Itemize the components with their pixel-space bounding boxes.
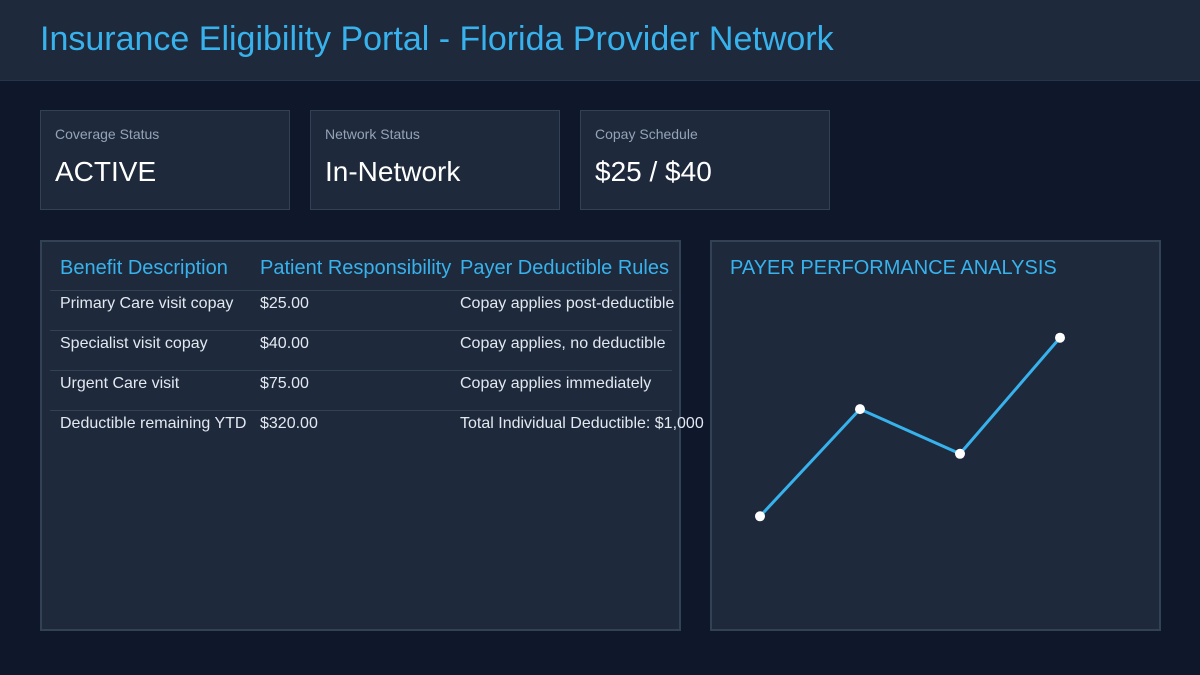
line-chart: [755, 332, 1065, 522]
table-cell: $40.00: [260, 335, 309, 352]
copay-schedule-card: Copay Schedule $25 / $40: [580, 110, 830, 210]
app-header: Insurance Eligibility Portal - Florida P…: [0, 0, 1200, 81]
network-status-value: In-Network: [325, 156, 461, 187]
table-cell: Urgent Care visit: [60, 375, 180, 392]
coverage-status-value: ACTIVE: [55, 156, 157, 187]
network-status-label: Network Status: [325, 126, 420, 142]
coverage-status-card: Coverage Status ACTIVE: [40, 110, 290, 210]
network-status-card: Network Status In-Network: [310, 110, 560, 210]
page-title: Insurance Eligibility Portal - Florida P…: [40, 20, 834, 58]
chart-title: PAYER PERFORMANCE ANALYSIS: [730, 257, 1057, 279]
series-line: [758, 336, 1062, 518]
table-row: Deductible remaining YTD $320.00 Total I…: [50, 410, 704, 451]
data-point-3: [955, 448, 965, 459]
table-cell: $25.00: [260, 295, 309, 312]
header-payer-deductible-rules: Payer Deductible Rules: [460, 257, 669, 279]
table-cell: $75.00: [260, 375, 309, 392]
data-point-4: [1055, 332, 1065, 343]
table-cell: Copay applies, no deductible: [460, 335, 666, 352]
header-patient-responsibility: Patient Responsibility: [260, 257, 452, 279]
table-row: Urgent Care visit $75.00 Copay applies i…: [50, 370, 672, 411]
data-point-1: [755, 511, 765, 522]
header-benefit-description: Benefit Description: [60, 257, 228, 279]
copay-schedule-value: $25 / $40: [595, 156, 712, 187]
table-row: Specialist visit copay $40.00 Copay appl…: [50, 330, 672, 371]
coverage-status-label: Coverage Status: [55, 126, 160, 142]
data-point-2: [855, 404, 865, 415]
table-cell: Specialist visit copay: [60, 335, 208, 352]
benefits-table: Benefit Description Patient Responsibili…: [40, 240, 704, 631]
table-cell: Total Individual Deductible: $1,000: [460, 415, 704, 432]
table-cell: $320.00: [260, 415, 318, 432]
table-cell: Deductible remaining YTD: [60, 415, 247, 432]
table-cell: Primary Care visit copay: [60, 295, 234, 312]
table-cell: Copay applies post-deductible: [460, 295, 675, 312]
payer-performance-chart: PAYER PERFORMANCE ANALYSIS: [710, 240, 1161, 631]
table-row: Primary Care visit copay $25.00 Copay ap…: [50, 290, 675, 331]
copay-schedule-label: Copay Schedule: [595, 126, 698, 142]
table-cell: Copay applies immediately: [460, 375, 652, 392]
